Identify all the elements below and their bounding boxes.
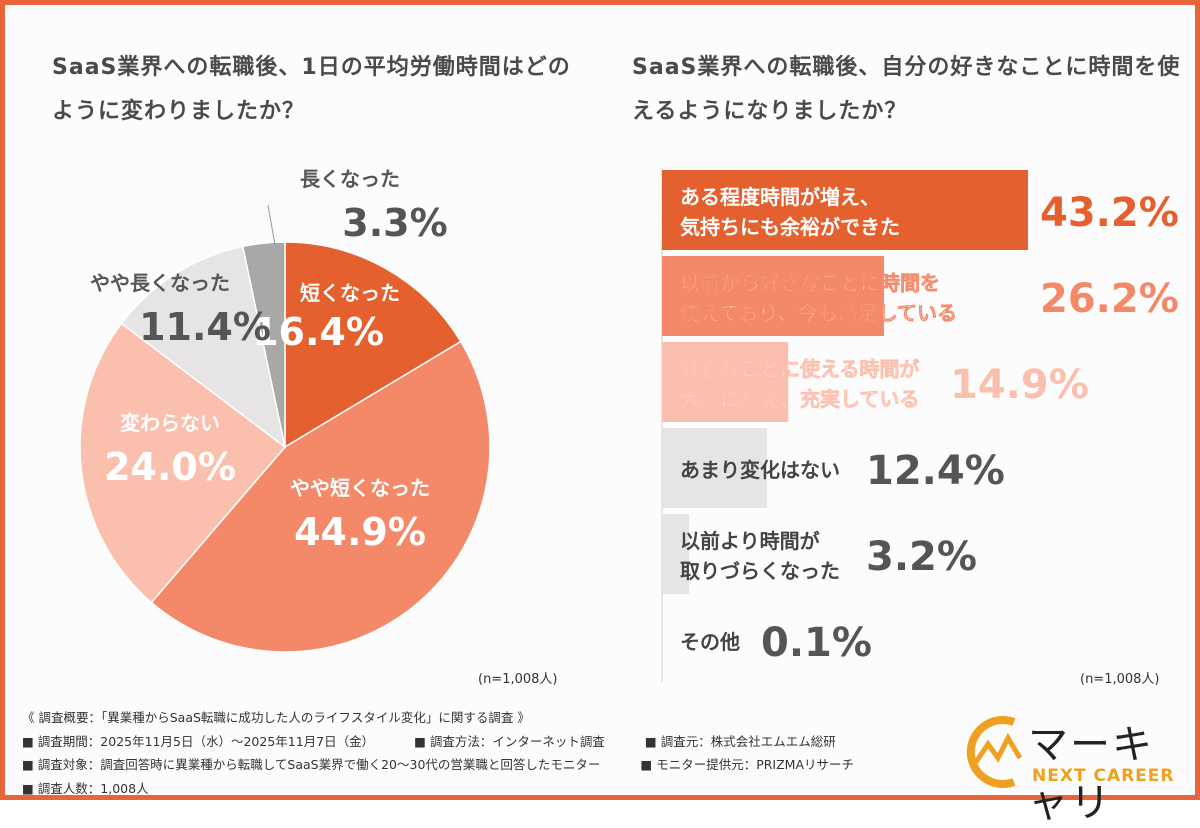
bar-category-label: 以前より時間が: [680, 529, 820, 553]
bar-category-label: 気持ちにも余裕ができた: [680, 215, 900, 239]
bar-value-label: 0.1%: [761, 620, 872, 666]
bar-sample-size: (n=1,008人): [1080, 672, 1160, 687]
bar-chart-title: SaaS業界への転職後、自分の好きなことに時間を使えるようになりましたか？: [632, 55, 1181, 124]
bar-value-label: 26.2%: [1040, 276, 1179, 322]
logo-subtitle: NEXT CAREER: [1032, 766, 1175, 786]
bar-category-label: 大幅に増え、充実している: [680, 387, 919, 411]
survey-count: ■ 調査人数：1,008人: [22, 780, 149, 796]
bar: [662, 514, 690, 594]
pie-slice: [79, 322, 287, 604]
bar-category-label: 以前から好きなことに時間を: [680, 271, 940, 295]
survey-method: ■ 調査方法：インターネット調査: [414, 733, 605, 749]
bar-category-label: ある程度時間が増え、: [680, 185, 880, 209]
survey-provider: ■ モニター提供元：PRIZMAリサーチ: [640, 757, 855, 772]
pie-category-label: やや短くなった: [290, 476, 430, 500]
pie-category-label: 長くなった: [300, 167, 400, 191]
bar: [662, 600, 663, 680]
pie-leader-line: [267, 204, 276, 246]
bar-category-label: その他: [680, 630, 740, 654]
survey-footer: 《 調査概要：「異業種からSaaS転職に成功した人のライフスタイル変化」に関する…: [22, 706, 894, 800]
bar-category-label: あまり変化はない: [680, 458, 840, 482]
pie-value-label: 24.0%: [104, 445, 236, 489]
bar-value-label: 14.9%: [950, 362, 1089, 408]
pie-slice: [284, 241, 462, 449]
pie-chart-title: SaaS業界への転職後、1日の平均労働時間はどのように変わりましたか？: [52, 55, 571, 124]
charts-svg: 短くなった 16.4% やや短くなった 44.9% 変わらない 24.0% やや長くなった 1…: [79, 167, 1179, 682]
pie-value-label: 16.4%: [252, 310, 384, 354]
pie-category-label: 変わらない: [120, 411, 220, 435]
bar-value-label: 12.4%: [866, 448, 1005, 494]
bar-value-label: 43.2%: [1040, 190, 1179, 236]
bar: [662, 342, 789, 422]
bar: [662, 256, 884, 336]
bar-category-label: 取りづらくなった: [680, 559, 840, 583]
logo: マーキャリ NEXT CAREER: [962, 710, 1192, 826]
pie-category-label: やや長くなった: [90, 271, 230, 295]
pie-slice: [150, 340, 491, 653]
bar: [662, 428, 768, 508]
survey-summary: 《 調査概要：「異業種からSaaS転職に成功した人のライフスタイル変化」に関する…: [22, 710, 530, 725]
bar: [662, 170, 1028, 250]
survey-target: ■ 調査対象：調査回答時に異業種から転職してSaaS業界で働く20〜30代の営業…: [22, 757, 601, 772]
pie-category-label: 短くなった: [300, 281, 400, 305]
bar-category-label: 使えており、今も満足している: [679, 301, 957, 325]
pie-value-label: 3.3%: [342, 201, 447, 245]
survey-source: ■ 調査元：株式会社エムエム総研: [644, 733, 836, 749]
pie-slice: [120, 245, 287, 449]
bar-category-label: 好きなことに使える時間が: [679, 357, 919, 381]
pie-value-label: 11.4%: [139, 305, 271, 349]
pie-slice: [241, 241, 286, 448]
logo-mark-icon: [966, 716, 1023, 788]
pie-value-label: 44.9%: [294, 510, 426, 554]
pie-sample-size: (n=1,008人): [478, 672, 558, 687]
survey-period: ■ 調査期間：2025年11月5日（水）〜2025年11月7日（金）: [22, 733, 375, 749]
bar-value-label: 3.2%: [866, 534, 977, 580]
